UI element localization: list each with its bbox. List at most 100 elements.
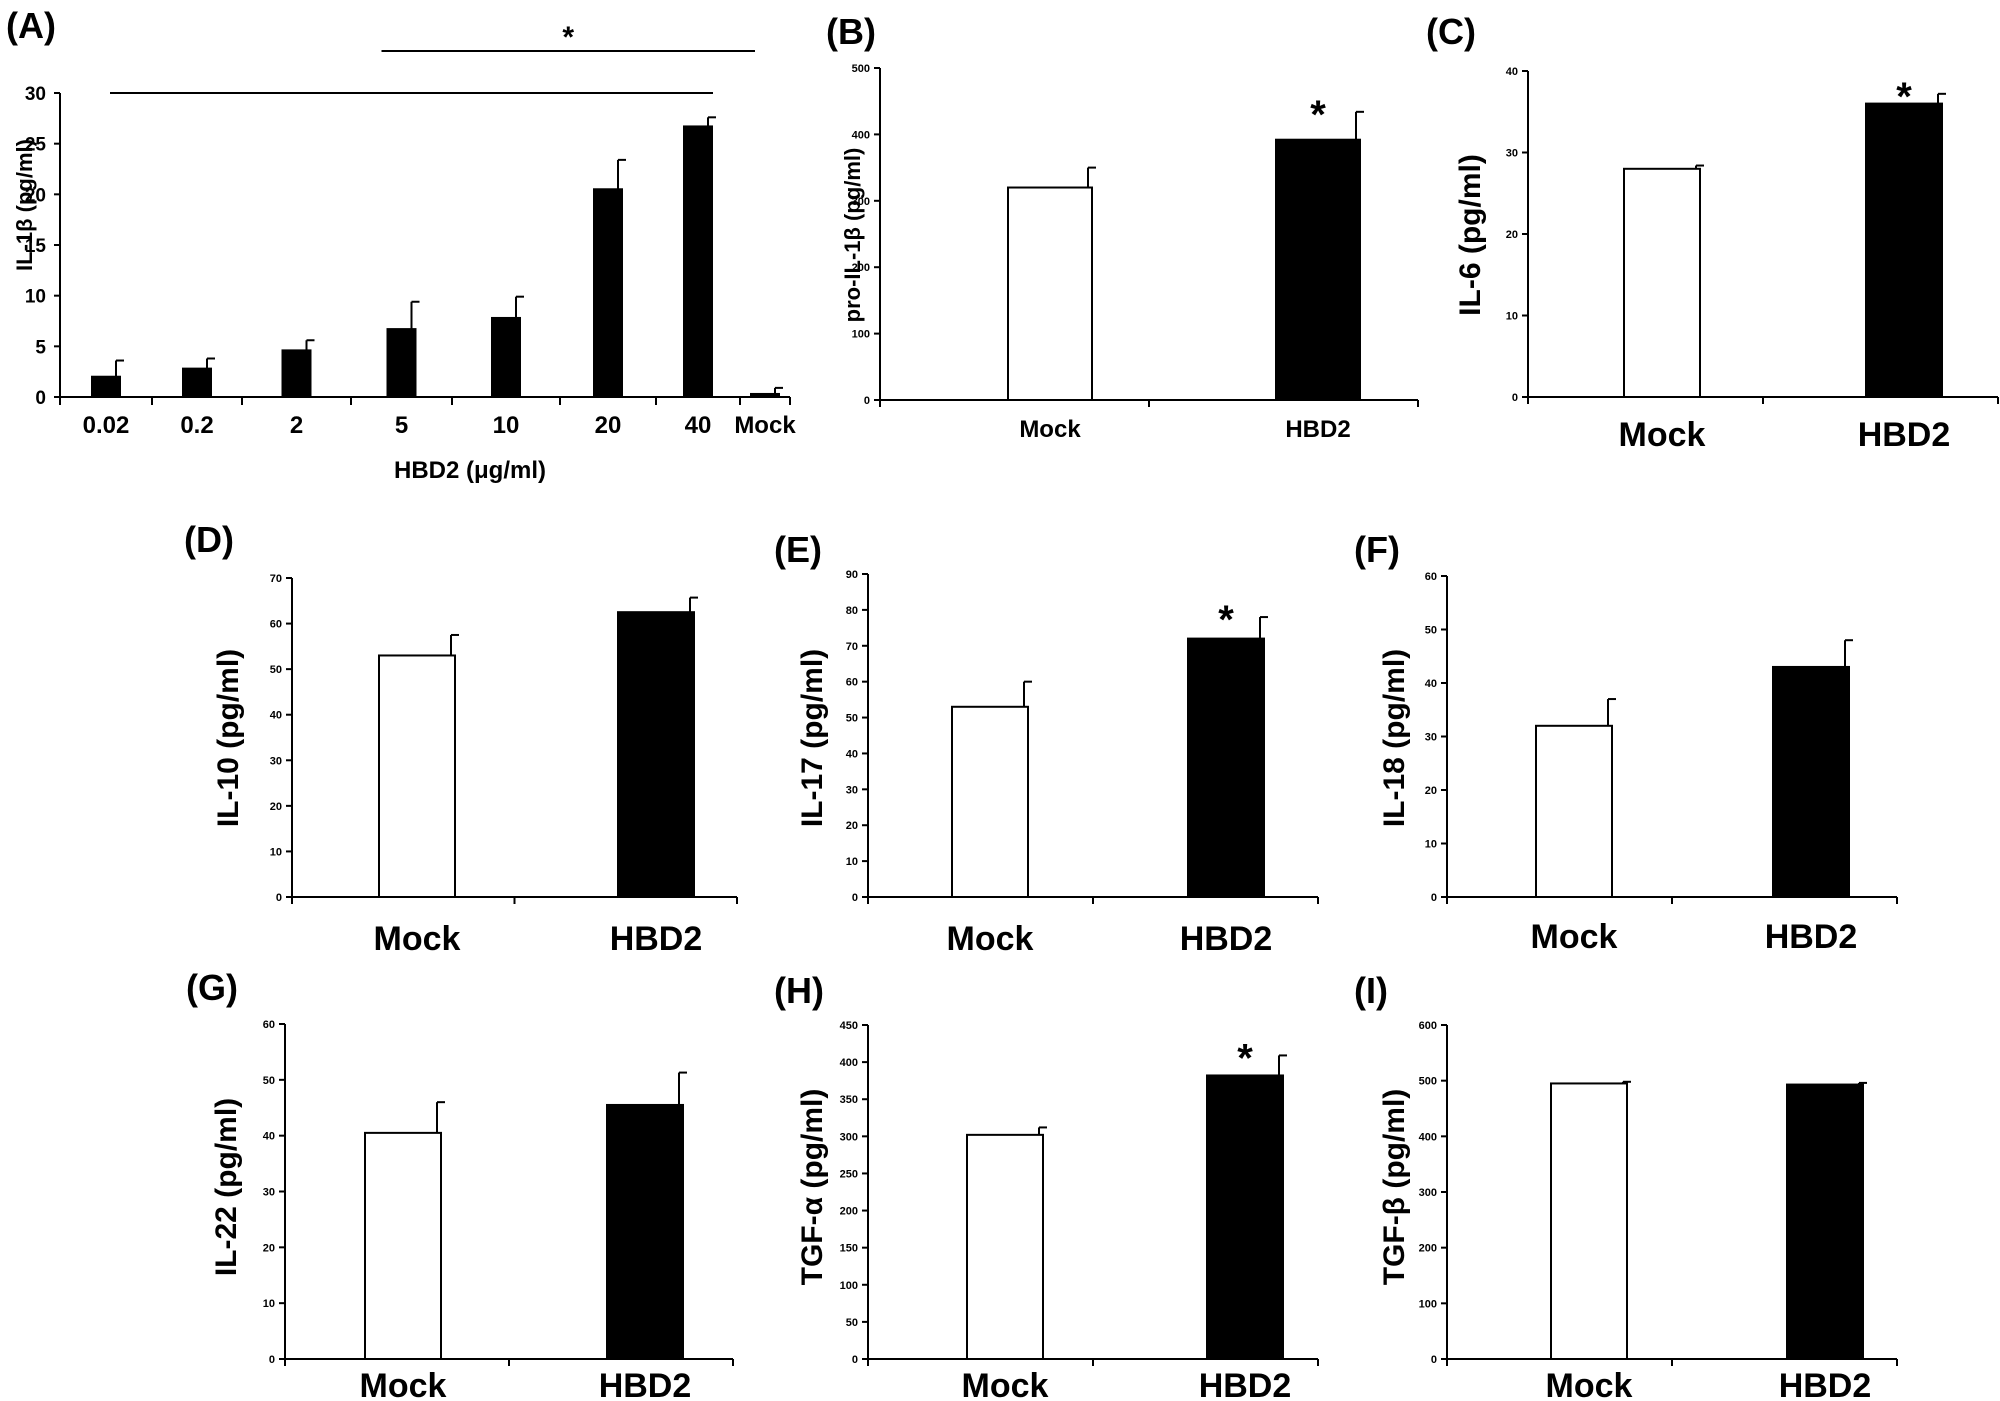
panel-h-ytick-label: 350 — [840, 1094, 858, 1106]
panel-h-ytick-label: 400 — [840, 1057, 858, 1069]
panel-f: (F) IL-18 (pg/ml) 0 10 20 30 40 50 60 Mock HBD2 — [1354, 529, 1898, 956]
panel-c-category-label: HBD2 — [1858, 416, 1951, 454]
panel-b-bar-hbd2 — [1275, 138, 1361, 401]
panel-f-ytick-label: 60 — [1425, 571, 1437, 583]
panel-d-ytick-label: 20 — [270, 801, 282, 813]
panel-i-letter: (I) — [1354, 970, 1388, 1011]
panel-d: (D) IL-10 (pg/ml) 0 10 20 30 40 50 60 70 Mock HBD… — [184, 519, 738, 958]
panel-i-ytick-label: 300 — [1419, 1187, 1437, 1199]
panel-d-ytick-label: 0 — [276, 892, 282, 904]
panel-c-ytick-label: 10 — [1506, 311, 1518, 323]
panel-a-ytick-label: 20 — [25, 185, 46, 206]
panel-g-bar-hbd2 — [606, 1103, 684, 1361]
panel-h-ytick-label: 0 — [852, 1354, 858, 1366]
panel-i-category-label: HBD2 — [1779, 1367, 1872, 1401]
panel-g-ytick-label: 30 — [263, 1187, 275, 1199]
panel-i-ytick-label: 400 — [1419, 1131, 1437, 1143]
panel-i-ytick-label: 600 — [1419, 1020, 1437, 1032]
panel-e-ytick-label: 90 — [846, 569, 858, 581]
panel-b-letter: (B) — [826, 11, 876, 52]
panel-c-ytick-label: 40 — [1506, 66, 1518, 78]
panel-e-ytick-label: 60 — [846, 677, 858, 689]
panel-a-ytick-label: 5 — [35, 337, 46, 358]
panel-e-letter: (E) — [774, 529, 822, 570]
panel-a-bar-20 — [593, 188, 623, 398]
panel-i-ytick-label: 500 — [1419, 1076, 1437, 1088]
panel-a-bar-2 — [281, 349, 312, 398]
panel-f-bar-hbd2 — [1772, 665, 1850, 899]
panel-e-ytick-label: 80 — [846, 605, 858, 617]
panel-a-category-label: 2 — [290, 412, 303, 439]
panel-e-ytick-label: 10 — [846, 856, 858, 868]
panel-d-ylabel: IL-10 (pg/ml) — [212, 649, 245, 827]
panel-g-ytick-label: 20 — [263, 1242, 275, 1254]
panel-g-ytick-label: 40 — [263, 1131, 275, 1143]
panel-f-letter: (F) — [1354, 529, 1400, 570]
panel-b: (B) pro-IL-1β (pg/ml) 0 100 200 300 400 500 Mo… — [826, 11, 1419, 443]
panel-d-ytick-label: 70 — [270, 573, 282, 585]
panel-b-ytick-label: 100 — [852, 329, 870, 341]
panel-b-ytick-label: 500 — [852, 63, 870, 75]
panel-a-bar-40 — [683, 125, 713, 398]
panel-f-category-label: Mock — [1531, 918, 1618, 956]
panel-d-ytick-label: 30 — [270, 755, 282, 767]
panel-a-category-label: Mock — [734, 412, 796, 439]
panel-c-category-label: Mock — [1619, 416, 1706, 454]
panel-e-bar-hbd2 — [1187, 637, 1265, 898]
panel-d-bar-mock — [378, 654, 456, 898]
panel-h-ylabel: TGF-α (pg/ml) — [796, 1089, 829, 1286]
panel-d-ytick-label: 40 — [270, 710, 282, 722]
panel-f-ylabel: IL-18 (pg/ml) — [1378, 649, 1411, 827]
panel-a-ylabel: IL-1β (pg/ml) — [12, 139, 37, 271]
panel-e-ytick-label: 70 — [846, 641, 858, 653]
panel-i-bar-hbd2 — [1786, 1083, 1864, 1361]
panel-c-bar-mock — [1623, 167, 1701, 398]
panel-h-ytick-label: 100 — [840, 1280, 858, 1292]
panel-h-ytick-label: 150 — [840, 1243, 858, 1255]
panel-b-ytick-label: 300 — [852, 196, 870, 208]
panel-c-significance-star: * — [1896, 75, 1912, 119]
panel-e-ytick-label: 50 — [846, 713, 858, 725]
panel-a-category-label: 20 — [595, 412, 622, 439]
panel-a-ytick-label: 30 — [25, 84, 46, 105]
panel-h-ytick-label: 50 — [846, 1317, 858, 1329]
panel-f-ytick-label: 10 — [1425, 839, 1437, 851]
panel-h-ytick-label: 300 — [840, 1131, 858, 1143]
panel-h-category-label: HBD2 — [1199, 1367, 1292, 1401]
panel-b-ylabel: pro-IL-1β (pg/ml) — [840, 148, 865, 323]
panel-b-category-label: Mock — [1019, 416, 1081, 443]
panel-d-bar-hbd2 — [617, 611, 695, 899]
panel-e-bar-mock — [951, 705, 1029, 898]
panel-h-letter: (H) — [774, 970, 824, 1011]
panel-a-bar-0-02 — [91, 375, 121, 399]
panel-f-bar-mock — [1535, 724, 1613, 898]
panel-g-bar-mock — [364, 1131, 442, 1360]
panel-f-ytick-label: 50 — [1425, 625, 1437, 637]
panel-e-category-label: Mock — [947, 920, 1034, 958]
panel-b-ytick-label: 400 — [852, 129, 870, 141]
panel-b-bar-mock — [1007, 186, 1093, 401]
panel-e-ytick-label: 30 — [846, 784, 858, 796]
panel-d-ytick-label: 50 — [270, 664, 282, 676]
panel-e-ytick-label: 40 — [846, 748, 858, 760]
panel-c: (C) IL-6 (pg/ml) 0 10 20 30 40 Mock HBD2 * — [1426, 11, 1999, 454]
panel-e-ytick-label: 20 — [846, 820, 858, 832]
panel-f-category-label: HBD2 — [1765, 918, 1858, 956]
panel-a-bar-0-2 — [182, 367, 212, 399]
panel-g-ytick-label: 0 — [269, 1354, 275, 1366]
panel-d-category-label: HBD2 — [610, 920, 703, 958]
panel-i-ytick-label: 0 — [1431, 1354, 1437, 1366]
panel-i-ytick-label: 200 — [1419, 1243, 1437, 1255]
panel-g-ytick-label: 50 — [263, 1075, 275, 1087]
panel-c-ytick-label: 20 — [1506, 229, 1518, 241]
panel-a-category-label: 0.2 — [180, 412, 213, 439]
panel-g-category-label: Mock — [360, 1367, 447, 1401]
panel-h-ytick-label: 450 — [840, 1020, 858, 1032]
panel-a-ytick-label: 15 — [25, 236, 47, 257]
panel-f-ytick-label: 40 — [1425, 678, 1437, 690]
panel-i-bar-mock — [1550, 1082, 1628, 1360]
panel-c-ylabel: IL-6 (pg/ml) — [1454, 154, 1487, 316]
panel-c-bar-hbd2 — [1865, 102, 1943, 398]
panel-i-ylabel: TGF-β (pg/ml) — [1378, 1089, 1411, 1286]
